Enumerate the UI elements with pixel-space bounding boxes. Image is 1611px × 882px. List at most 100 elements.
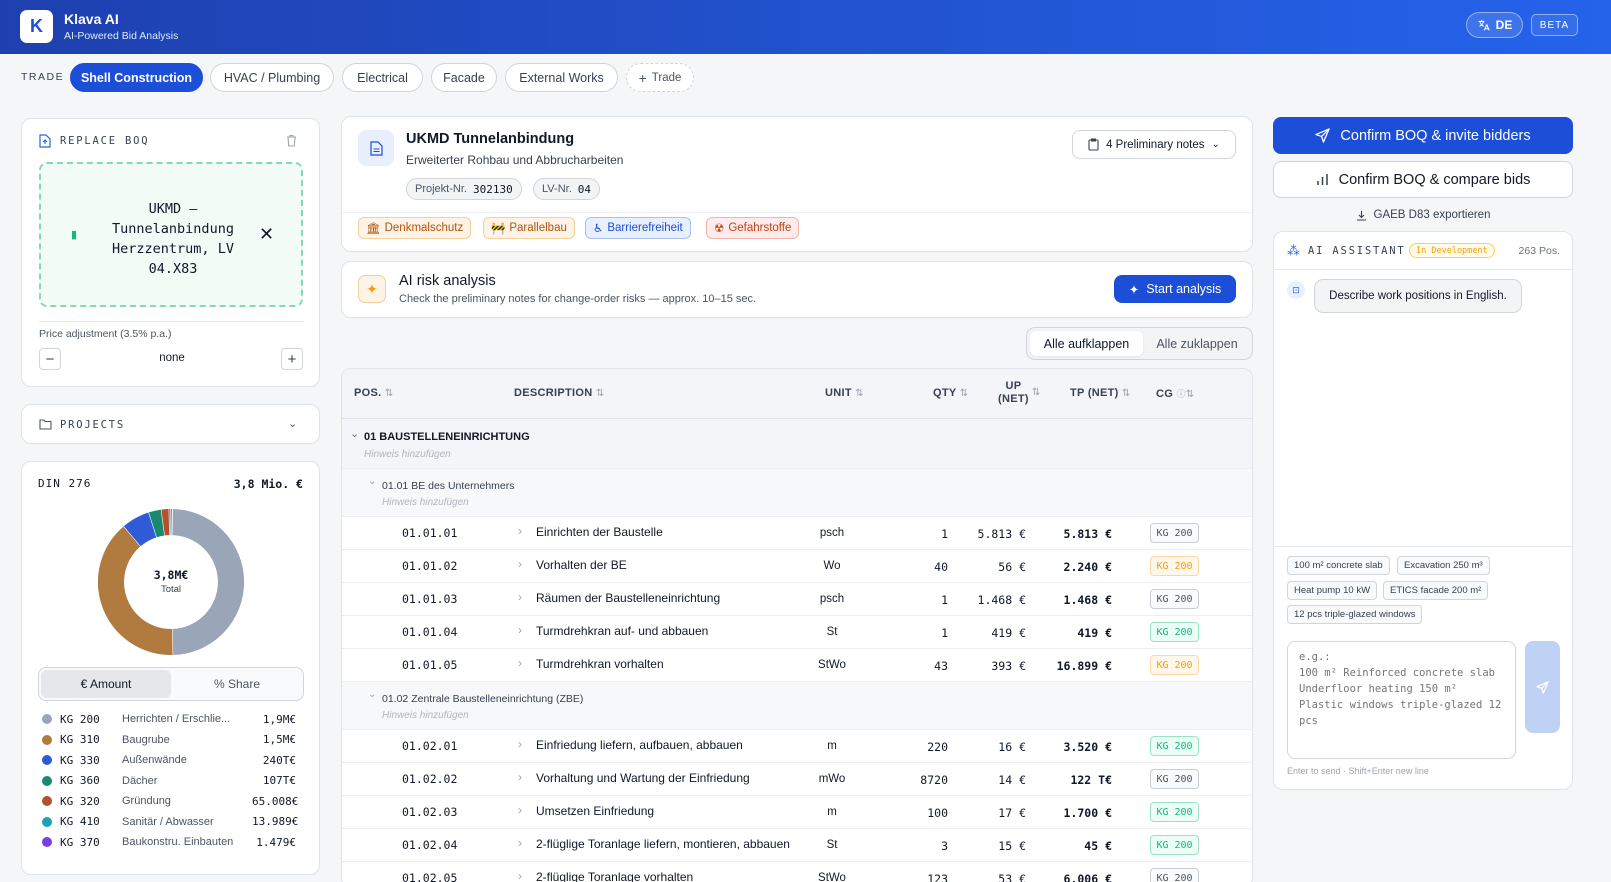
cell-unit-price[interactable]: 56 € xyxy=(998,560,1026,574)
language-switcher[interactable]: DE xyxy=(1466,12,1523,38)
cost-group-badge[interactable]: KG 200 xyxy=(1150,868,1199,882)
decrease-price-button[interactable]: − xyxy=(39,348,61,370)
cost-group-badge[interactable]: KG 200 xyxy=(1150,556,1199,576)
cost-group-badge[interactable]: KG 200 xyxy=(1150,802,1199,822)
suggestion-chip[interactable]: 12 pcs triple-glazed windows xyxy=(1287,605,1423,624)
preliminary-notes-button[interactable]: 4 Preliminary notes ⌄ xyxy=(1072,130,1236,159)
add-hint-link[interactable]: Hinweis hinzufügen xyxy=(382,710,469,721)
confirm-compare-button[interactable]: Confirm BOQ & compare bids xyxy=(1273,161,1573,198)
col-cg[interactable]: CG ⓘ⇅ xyxy=(1156,388,1195,400)
subgroup-row[interactable]: ⌄ 01.02 Zentrale Baustelleneinrichtung (… xyxy=(342,682,1252,730)
cell-qty[interactable]: 40 xyxy=(934,560,948,574)
chevron-right-icon[interactable]: › xyxy=(518,869,522,882)
col-pos[interactable]: POS. ⇅ xyxy=(354,387,394,399)
cost-group-badge[interactable]: KG 200 xyxy=(1150,622,1199,642)
table-row[interactable]: 01.02.04 › 2-flüglige Toranlage liefern, m… xyxy=(342,829,1252,862)
cost-group-badge[interactable]: KG 200 xyxy=(1150,523,1199,543)
legend-item[interactable]: KG 320 Gründung 65.008€ xyxy=(42,794,298,808)
trade-tab-facade[interactable]: Facade xyxy=(431,63,497,92)
cell-unit-price[interactable]: 1.468 € xyxy=(977,593,1026,607)
send-button[interactable] xyxy=(1525,641,1560,733)
cell-unit-price[interactable]: 17 € xyxy=(998,806,1026,820)
suggestion-chip[interactable]: ETICS facade 200 m² xyxy=(1383,581,1489,600)
toggle-amount[interactable]: € Amount xyxy=(41,670,171,698)
confirm-invite-button[interactable]: Confirm BOQ & invite bidders xyxy=(1273,117,1573,154)
legend-item[interactable]: KG 200 Herrichten / Erschlie... 1,9M€ xyxy=(42,712,296,726)
cell-unit-price[interactable]: 419 € xyxy=(991,626,1026,640)
chevron-right-icon[interactable]: › xyxy=(518,623,522,637)
chevron-down-icon[interactable]: ⌄ xyxy=(350,428,360,440)
export-gaeb-link[interactable]: GAEB D83 exportieren xyxy=(1273,207,1573,223)
cost-group-badge[interactable]: KG 200 xyxy=(1150,655,1199,675)
cell-qty[interactable]: 3 xyxy=(941,839,948,853)
cell-qty[interactable]: 220 xyxy=(927,740,948,754)
cell-qty[interactable]: 43 xyxy=(934,659,948,673)
donut-segment-kg-330[interactable] xyxy=(123,512,158,547)
chevron-down-icon[interactable]: ⌄ xyxy=(368,476,377,487)
legend-item[interactable]: KG 370 Baukonstru. Einbauten 1.479€ xyxy=(42,835,296,849)
col-up[interactable]: UP (NET) xyxy=(998,380,1029,405)
cell-qty[interactable]: 123 xyxy=(927,872,948,882)
trash-icon[interactable] xyxy=(286,134,297,147)
trade-tab-external-works[interactable]: External Works xyxy=(505,63,618,92)
chevron-right-icon[interactable]: › xyxy=(518,803,522,817)
expand-all-button[interactable]: Alle aufklappen xyxy=(1030,331,1143,356)
donut-segment-kg-320[interactable] xyxy=(161,509,170,536)
legend-item[interactable]: KG 410 Sanitär / Abwasser 13.989€ xyxy=(42,815,298,829)
cell-qty[interactable]: 1 xyxy=(941,593,948,607)
donut-segment-kg-200[interactable] xyxy=(170,509,244,655)
assistant-input[interactable] xyxy=(1287,641,1516,759)
cell-unit-price[interactable]: 5.813 € xyxy=(977,527,1026,541)
trade-tab-shell-construction[interactable]: Shell Construction xyxy=(70,63,203,92)
cell-qty[interactable]: 8720 xyxy=(920,773,948,787)
cell-unit-price[interactable]: 15 € xyxy=(998,839,1026,853)
col-qty[interactable]: QTY ⇅ xyxy=(933,387,969,399)
increase-price-button[interactable]: + xyxy=(281,348,303,370)
add-hint-link[interactable]: Hinweis hinzufügen xyxy=(382,497,469,508)
cell-unit-price[interactable]: 14 € xyxy=(998,773,1026,787)
cell-unit-price[interactable]: 393 € xyxy=(991,659,1026,673)
suggestion-chip[interactable]: 100 m² concrete slab xyxy=(1287,556,1390,575)
boq-dropzone[interactable]: ▮ UKMD – Tunnelanbindung Herzzentrum, LV… xyxy=(39,162,303,307)
cell-unit-price[interactable]: 16 € xyxy=(998,740,1026,754)
suggestion-chip[interactable]: Heat pump 10 kW xyxy=(1287,581,1378,600)
toggle-share[interactable]: % Share xyxy=(213,677,261,691)
projects-card[interactable]: PROJECTS ⌄ xyxy=(21,404,320,444)
table-row[interactable]: 01.01.03 › Räumen der Baustelleneinrichtun… xyxy=(342,583,1252,616)
legend-item[interactable]: KG 310 Baugrube 1,5M€ xyxy=(42,733,296,747)
trade-tab-electrical[interactable]: Electrical xyxy=(342,63,423,92)
cell-unit-price[interactable]: 53 € xyxy=(998,872,1026,882)
chevron-right-icon[interactable]: › xyxy=(518,737,522,751)
table-row[interactable]: 01.02.03 › Umsetzen Einfriedung m 100 17 € 1.7… xyxy=(342,796,1252,829)
add-trade-button[interactable]: + Trade xyxy=(626,63,694,92)
chevron-right-icon[interactable]: › xyxy=(518,524,522,538)
col-description[interactable]: DESCRIPTION ⇅ xyxy=(514,387,605,399)
table-row[interactable]: 01.02.05 › 2-flüglige Toranlage vorhalten S… xyxy=(342,862,1252,882)
cost-group-badge[interactable]: KG 200 xyxy=(1150,769,1199,789)
remove-file-icon[interactable]: ✕ xyxy=(259,224,275,244)
collapse-all-button[interactable]: Alle zuklappen xyxy=(1156,336,1238,351)
add-hint-link[interactable]: Hinweis hinzufügen xyxy=(364,449,451,460)
table-row[interactable]: 01.01.02 › Vorhalten der BE Wo 40 56 € 2.240 €… xyxy=(342,550,1252,583)
chevron-down-icon[interactable]: ⌄ xyxy=(368,689,377,700)
subgroup-row[interactable]: ⌄ 01.01 BE des Unternehmers Hinweis hinz… xyxy=(342,469,1252,517)
donut-segment-kg-310[interactable] xyxy=(98,526,173,655)
table-row[interactable]: 01.02.01 › Einfriedung liefern, aufbauen, … xyxy=(342,730,1252,763)
cell-qty[interactable]: 100 xyxy=(927,806,948,820)
col-tp[interactable]: TP (NET) ⇅ xyxy=(1070,387,1131,399)
table-row[interactable]: 01.02.02 › Vorhaltung und Wartung der Einf… xyxy=(342,763,1252,796)
chevron-right-icon[interactable]: › xyxy=(518,656,522,670)
col-unit[interactable]: UNIT ⇅ xyxy=(825,387,864,399)
cost-group-badge[interactable]: KG 200 xyxy=(1150,736,1199,756)
legend-item[interactable]: KG 360 Dächer 107T€ xyxy=(42,774,296,788)
chevron-right-icon[interactable]: › xyxy=(518,836,522,850)
legend-item[interactable]: KG 330 Außenwände 240T€ xyxy=(42,753,296,767)
chevron-right-icon[interactable]: › xyxy=(518,770,522,784)
cell-qty[interactable]: 1 xyxy=(941,527,948,541)
start-analysis-button[interactable]: ✦ Start analysis xyxy=(1114,275,1236,303)
donut-segment-kg-360[interactable] xyxy=(148,509,166,538)
table-row[interactable]: 01.01.01 › Einrichten der Baustelle psch 1 5.… xyxy=(342,517,1252,550)
trade-tab-hvac-plumbing[interactable]: HVAC / Plumbing xyxy=(210,63,334,92)
cell-qty[interactable]: 1 xyxy=(941,626,948,640)
table-row[interactable]: 01.01.04 › Turmdrehkran auf- und abbauen St… xyxy=(342,616,1252,649)
